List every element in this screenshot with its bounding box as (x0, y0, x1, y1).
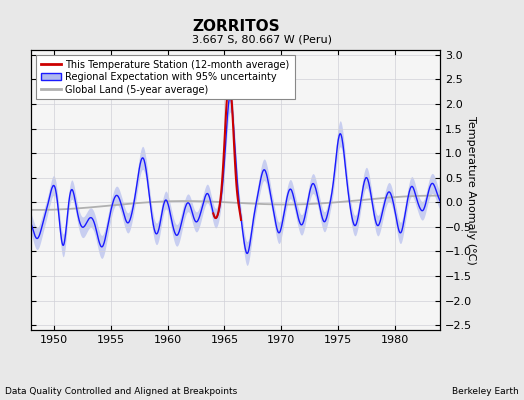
Title: ZORRITOS: ZORRITOS (192, 18, 280, 34)
Y-axis label: Temperature Anomaly (°C): Temperature Anomaly (°C) (466, 116, 476, 264)
Text: 3.667 S, 80.667 W (Peru): 3.667 S, 80.667 W (Peru) (192, 34, 332, 44)
Text: Berkeley Earth: Berkeley Earth (452, 387, 519, 396)
Text: Data Quality Controlled and Aligned at Breakpoints: Data Quality Controlled and Aligned at B… (5, 387, 237, 396)
